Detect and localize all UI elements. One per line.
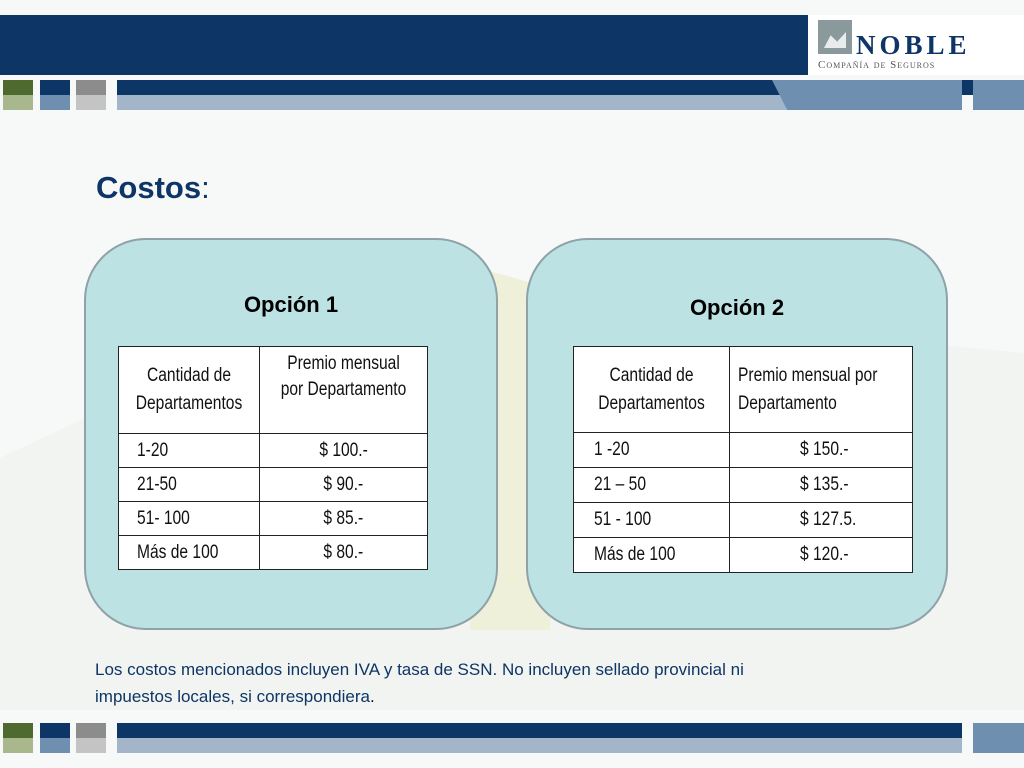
deco-stripe-end bbox=[973, 80, 1024, 110]
cell-price: $ 150.- bbox=[729, 432, 913, 468]
footnote-line1: Los costos mencionados incluyen IVA y ta… bbox=[95, 660, 744, 679]
deco-stripe-light-bottom bbox=[117, 738, 962, 753]
deco-square-lightgray-bottom bbox=[76, 738, 106, 753]
footnote-line2: impuestos locales, si correspondiera. bbox=[95, 687, 375, 706]
table-row: 21-50 $ 90.- bbox=[118, 467, 428, 502]
cell-price: $ 127.5. bbox=[729, 502, 913, 538]
cell-range: 21-50 bbox=[118, 467, 260, 502]
deco-square-green-bottom bbox=[3, 723, 33, 738]
cell-price: $ 135.- bbox=[729, 467, 913, 503]
deco-stripe-steel bbox=[772, 80, 962, 110]
deco-square-sage bbox=[3, 95, 33, 110]
cell-range: 51 - 100 bbox=[573, 502, 730, 538]
header-cantidad: Cantidad de Departamentos bbox=[573, 346, 730, 433]
deco-square-steel bbox=[40, 95, 70, 110]
cell-range: 1 -20 bbox=[573, 432, 730, 468]
deco-square-gray-bottom bbox=[76, 723, 106, 738]
table-header-row: Cantidad de Departamentos Premio mensual… bbox=[573, 346, 913, 433]
table-row: Más de 100 $ 120.- bbox=[573, 537, 913, 573]
table-header-row: Cantidad de Departamentos Premio mensual… bbox=[118, 346, 428, 434]
option1-title: Opción 1 bbox=[243, 292, 339, 317]
deco-square-lightgray bbox=[76, 95, 106, 110]
cell-range: 21 – 50 bbox=[573, 467, 730, 503]
header-premio: Premio mensual por Departamento bbox=[259, 346, 428, 434]
logo-name: NOBLE bbox=[856, 30, 971, 60]
footnote: Los costos mencionados incluyen IVA y ta… bbox=[95, 656, 895, 710]
deco-stripe-end-bottom bbox=[973, 723, 1024, 753]
deco-square-green bbox=[3, 80, 33, 95]
deco-stripe-light bbox=[117, 95, 962, 110]
option2-table: Cantidad de Departamentos Premio mensual… bbox=[573, 346, 913, 573]
option1-table: Cantidad de Departamentos Premio mensual… bbox=[118, 346, 428, 570]
deco-square-navy-bottom bbox=[40, 723, 70, 738]
cell-price: $ 85.- bbox=[259, 501, 428, 536]
page-title: Costos: bbox=[96, 170, 210, 205]
table-row: 51 - 100 $ 127.5. bbox=[573, 502, 913, 538]
cell-price: $ 100.- bbox=[259, 433, 428, 468]
deco-stripe-navy-bottom bbox=[117, 723, 962, 738]
deco-square-gray bbox=[76, 80, 106, 95]
option2-title: Opción 2 bbox=[689, 295, 785, 320]
table-row: 1 -20 $ 150.- bbox=[573, 432, 913, 468]
cell-price: $ 90.- bbox=[259, 467, 428, 502]
cell-range: Más de 100 bbox=[118, 535, 260, 570]
logo-subtitle: Compañía de Seguros bbox=[818, 59, 936, 71]
table-row: 21 – 50 $ 135.- bbox=[573, 467, 913, 503]
cell-range: 51- 100 bbox=[118, 501, 260, 536]
noble-logo-icon bbox=[818, 20, 852, 54]
table-row: 1-20 $ 100.- bbox=[118, 433, 428, 468]
header-cantidad: Cantidad de Departamentos bbox=[118, 346, 260, 434]
cell-range: Más de 100 bbox=[573, 537, 730, 573]
deco-square-steel-bottom bbox=[40, 738, 70, 753]
cell-range: 1-20 bbox=[118, 433, 260, 468]
cell-price: $ 80.- bbox=[259, 535, 428, 570]
table-row: Más de 100 $ 80.- bbox=[118, 535, 428, 570]
deco-square-navy bbox=[40, 80, 70, 95]
deco-square-sage-bottom bbox=[3, 738, 33, 753]
table-row: 51- 100 $ 85.- bbox=[118, 501, 428, 536]
header-premio: Premio mensual por Departamento bbox=[729, 346, 913, 433]
cell-price: $ 120.- bbox=[729, 537, 913, 573]
